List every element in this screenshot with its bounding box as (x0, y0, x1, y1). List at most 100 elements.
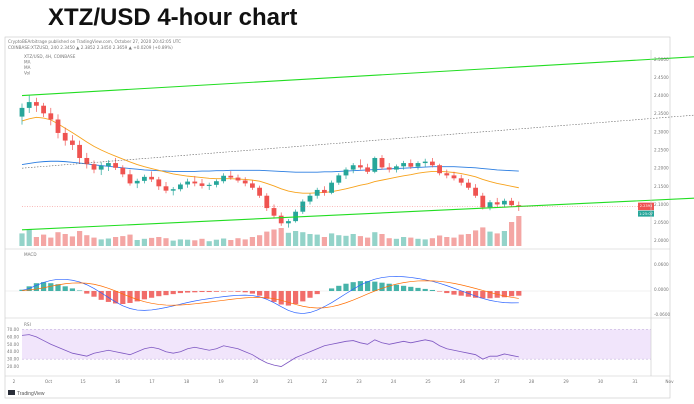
legend-entry: XTZ/USD, 4H, COINBASE (24, 54, 76, 59)
macd-histogram-bar (465, 291, 471, 297)
candle-body (343, 169, 349, 176)
volume-bar (465, 234, 471, 246)
candle-body (422, 161, 428, 164)
macd-histogram-bar (141, 291, 147, 300)
macd-histogram-bar (221, 291, 227, 292)
candle-body (480, 195, 486, 208)
rsi-label: RSI (24, 322, 31, 327)
volume-bar (257, 235, 263, 246)
macd-histogram-bar (228, 291, 234, 292)
volume-bar (77, 231, 83, 246)
candle-body (430, 161, 435, 166)
candle-body (257, 187, 262, 196)
candle-body (365, 167, 370, 172)
channel-lower-line (21, 197, 694, 231)
volume-bar (105, 238, 111, 246)
time-tick-label: 18 (184, 379, 190, 384)
candle-body (394, 166, 399, 170)
volume-bar (437, 235, 443, 246)
last-price-text: 2.2393 (640, 204, 653, 208)
macd-histogram-bar (437, 291, 443, 292)
candle-body (113, 163, 118, 168)
macd-histogram-bar (343, 283, 349, 291)
candle-body (26, 102, 32, 108)
candle-body (120, 167, 126, 175)
candle-body (336, 175, 342, 183)
candle-body (62, 132, 68, 141)
price-tick-label: 2.4500 (654, 75, 669, 80)
volume-bar (444, 237, 450, 246)
candle-body (473, 187, 478, 196)
candle-body (214, 181, 219, 185)
volume-bar (487, 231, 493, 246)
volume-bar (271, 229, 277, 246)
time-tick-label: Oct (45, 379, 53, 384)
macd-histogram-bar (206, 291, 212, 293)
price-tick-label: 2.3000 (654, 129, 669, 134)
candle-body (48, 113, 54, 120)
price-tick-label: 2.4000 (654, 93, 669, 98)
macd-histogram-bar (379, 282, 385, 291)
macd-histogram-bar (235, 291, 241, 292)
volume-bar (408, 237, 414, 246)
volume-bar (307, 234, 313, 246)
price-tick-label: 2.0000 (654, 238, 669, 243)
volume-bar (501, 231, 507, 246)
candle-body (401, 163, 406, 167)
candle-body (34, 102, 39, 106)
time-tick-label: 27 (494, 379, 500, 384)
macd-histogram-bar (156, 291, 162, 297)
volume-bar (33, 237, 39, 246)
volume-bar (199, 238, 205, 246)
candle-body (221, 175, 226, 182)
macd-pane[interactable]: MACD 0.0600 0.0000 -0.0600 (5, 252, 670, 317)
volume-bar (163, 238, 169, 246)
candle-body (358, 165, 363, 168)
volume-bar (55, 232, 61, 246)
candle-body (192, 181, 198, 184)
volume-bar (458, 234, 464, 246)
channel-upper-line (21, 56, 694, 97)
macd-histogram-bar (444, 291, 450, 294)
macd-label: MACD (24, 252, 37, 257)
rsi-tick-label: 60.00 (7, 334, 19, 339)
time-axis[interactable]: 2 Oct 15 16 17 18 19 20 21 22 23 24 25 26 27 28 29 30 31 No… (13, 379, 694, 384)
candle-body (55, 119, 61, 133)
rsi-pane[interactable]: RSI 70.00 60.00 50.00 40.00 30.00 20.00 (7, 322, 651, 369)
ma-fast-line (21, 116, 519, 194)
time-tick-label: 19 (218, 379, 224, 384)
volume-bar (516, 216, 522, 246)
volume-bar (372, 232, 378, 246)
macd-histogram-bar (300, 291, 306, 302)
candle-body (106, 163, 111, 166)
candle-body (178, 184, 183, 190)
price-tick-label: 2.5000 (654, 57, 669, 62)
candle-body (134, 180, 140, 184)
macd-histogram-bar (429, 289, 435, 291)
macd-line (21, 276, 519, 314)
tradingview-logo-icon (8, 390, 15, 395)
volume-bar (156, 237, 162, 246)
macd-histogram-bar (48, 283, 54, 291)
volume-bar (98, 239, 104, 246)
volume-bar (185, 239, 191, 246)
macd-histogram-bar (271, 291, 277, 302)
price-pane[interactable]: 2.2393 1:25:07 (19, 52, 694, 246)
candle-body (466, 182, 471, 188)
macd-histogram-bar (372, 281, 378, 291)
price-tick-label: 2.1000 (654, 202, 669, 207)
volume-bar (422, 239, 428, 246)
macd-histogram-bar (314, 291, 320, 295)
volume-bar (494, 233, 500, 246)
volume-bar (213, 239, 219, 246)
countdown-tag (638, 210, 654, 217)
candle-body (502, 200, 507, 205)
candle-body (41, 105, 46, 114)
price-axis[interactable]: 2.5000 2.4500 2.4000 2.3500 2.3000 2.2500 2.20… (654, 57, 669, 243)
macd-histogram-bar (177, 291, 183, 294)
volume-bar (228, 240, 234, 246)
volume-bar (429, 238, 435, 246)
candle-body (77, 144, 82, 158)
candle-body (329, 182, 334, 193)
